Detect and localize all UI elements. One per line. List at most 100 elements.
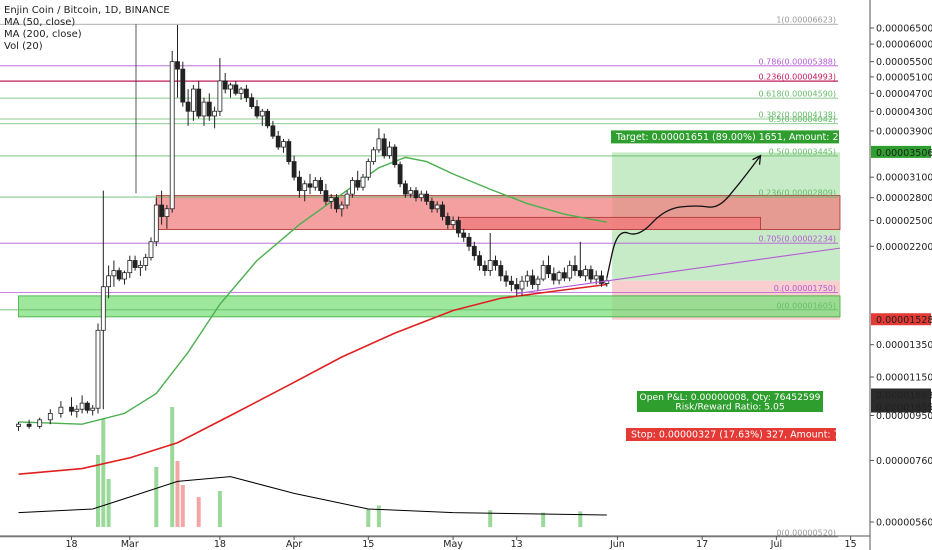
price-badge-bg <box>871 145 931 158</box>
time-tick-label: Jul <box>770 539 782 550</box>
legend-ma200[interactable]: MA (200, close) <box>4 29 82 40</box>
candle-body <box>259 110 265 117</box>
candle-body <box>493 260 498 266</box>
price-tick-label: 0.00000950 <box>876 411 932 422</box>
candle-body <box>477 255 483 266</box>
candle-body <box>265 110 271 127</box>
candle-body <box>222 80 228 90</box>
volume-ma-line <box>18 476 607 516</box>
candle-body <box>524 275 530 282</box>
fib-label: 0.382(0.00004138) <box>759 110 837 119</box>
candle-body <box>58 406 64 414</box>
candle-body <box>307 183 313 188</box>
price-badge: 0.00001863 <box>876 391 932 402</box>
price-axis-bg <box>870 0 932 550</box>
price-tick-label: 0.00001350 <box>876 340 932 351</box>
candle-body <box>508 280 514 285</box>
fib-label: 0.(0.00001750) <box>774 284 836 293</box>
projection-path <box>606 155 762 279</box>
chart-title: Enjin Coin / Bitcoin, 1D, BINANCE <box>4 5 170 16</box>
candle-body <box>323 190 329 202</box>
volume-bar <box>154 467 159 527</box>
candle-body <box>275 135 281 148</box>
volume-bar <box>175 461 180 527</box>
candle-body <box>514 284 520 290</box>
fib-label: 0.236(0.00004993) <box>759 73 837 82</box>
candle-body <box>413 190 419 199</box>
candle-body <box>291 161 297 178</box>
price-badge: 0.00001528 <box>876 315 932 326</box>
candle-body <box>376 138 382 151</box>
price-tick-label: 0.00003900 <box>876 126 932 137</box>
candle-body <box>233 84 239 94</box>
candle-body <box>445 216 451 226</box>
candle-body <box>281 141 286 148</box>
candle-body <box>339 204 345 210</box>
legend-ma50[interactable]: MA (50, close) <box>4 17 75 28</box>
candle-body <box>196 88 202 117</box>
candle-body <box>392 146 398 165</box>
zones-layer <box>18 152 841 320</box>
candle-body <box>132 260 138 268</box>
legend-vol[interactable]: Vol (20) <box>4 41 43 52</box>
candle-body <box>122 272 127 280</box>
candle-body <box>201 101 207 117</box>
candle-body <box>270 125 276 137</box>
candle-body <box>328 197 334 202</box>
volume-bar <box>376 505 381 527</box>
volume-bar <box>541 512 546 527</box>
price-tick-label: 0.00002800 <box>876 193 932 204</box>
candle-body <box>100 286 106 331</box>
candle-body <box>572 265 578 271</box>
volume-bar <box>217 491 222 527</box>
fib-label: 0(0.00001605) <box>776 301 836 310</box>
time-tick-label: Mar <box>121 539 139 550</box>
price-badge: 0.00003506 <box>876 148 932 159</box>
candle-body <box>567 265 573 279</box>
candle-body <box>519 280 525 290</box>
candle-body <box>455 220 461 234</box>
candle-body <box>583 269 588 277</box>
candle-body <box>312 180 318 188</box>
price-tick-label: 0.00005100 <box>876 72 932 83</box>
candle-body <box>562 272 567 279</box>
price-tick-label: 0.00004300 <box>876 107 932 118</box>
candle-body <box>185 101 191 112</box>
candle-body <box>143 257 149 266</box>
time-tick-label: 18 <box>214 539 226 550</box>
candle-body <box>137 265 143 268</box>
fib-label: 0.618(0.00004590) <box>759 90 837 99</box>
candle-body <box>296 176 302 192</box>
candle-body <box>95 329 101 409</box>
volume-bar <box>180 485 185 527</box>
ma50-line <box>18 156 607 425</box>
price-tick-label: 0.00002200 <box>876 242 932 253</box>
volume-bar <box>96 455 100 527</box>
candle-body <box>593 275 599 280</box>
volume-bar <box>170 407 175 527</box>
time-tick-label: 15 <box>362 539 374 550</box>
candle-body <box>551 273 557 281</box>
candle-body <box>164 208 170 217</box>
candle-body <box>556 272 562 281</box>
candle-body <box>535 278 541 285</box>
target-label-bg <box>611 130 839 144</box>
candle-body <box>153 204 159 243</box>
candle-body <box>588 269 594 280</box>
candle-body <box>74 408 80 412</box>
price-tick-label: 0.00005500 <box>876 57 932 68</box>
legend: Enjin Coin / Bitcoin, 1D, BINANCE MA (50… <box>4 5 170 52</box>
candle-body <box>148 241 154 258</box>
support-zone <box>18 295 841 318</box>
candle-body <box>16 423 21 427</box>
volume-layer <box>18 407 607 527</box>
risk-reward-label: Risk/Reward Ratio: 5.05 <box>675 402 784 413</box>
time-tick-label: 15 <box>845 539 857 550</box>
volume-bar <box>101 419 106 527</box>
candle-body <box>286 141 292 162</box>
candle-body <box>243 88 249 99</box>
fib-levels-layer: 1(0.00006623) 0.786(0.00005388) 0.236(0.00… <box>0 16 838 537</box>
candle-body <box>466 236 472 247</box>
